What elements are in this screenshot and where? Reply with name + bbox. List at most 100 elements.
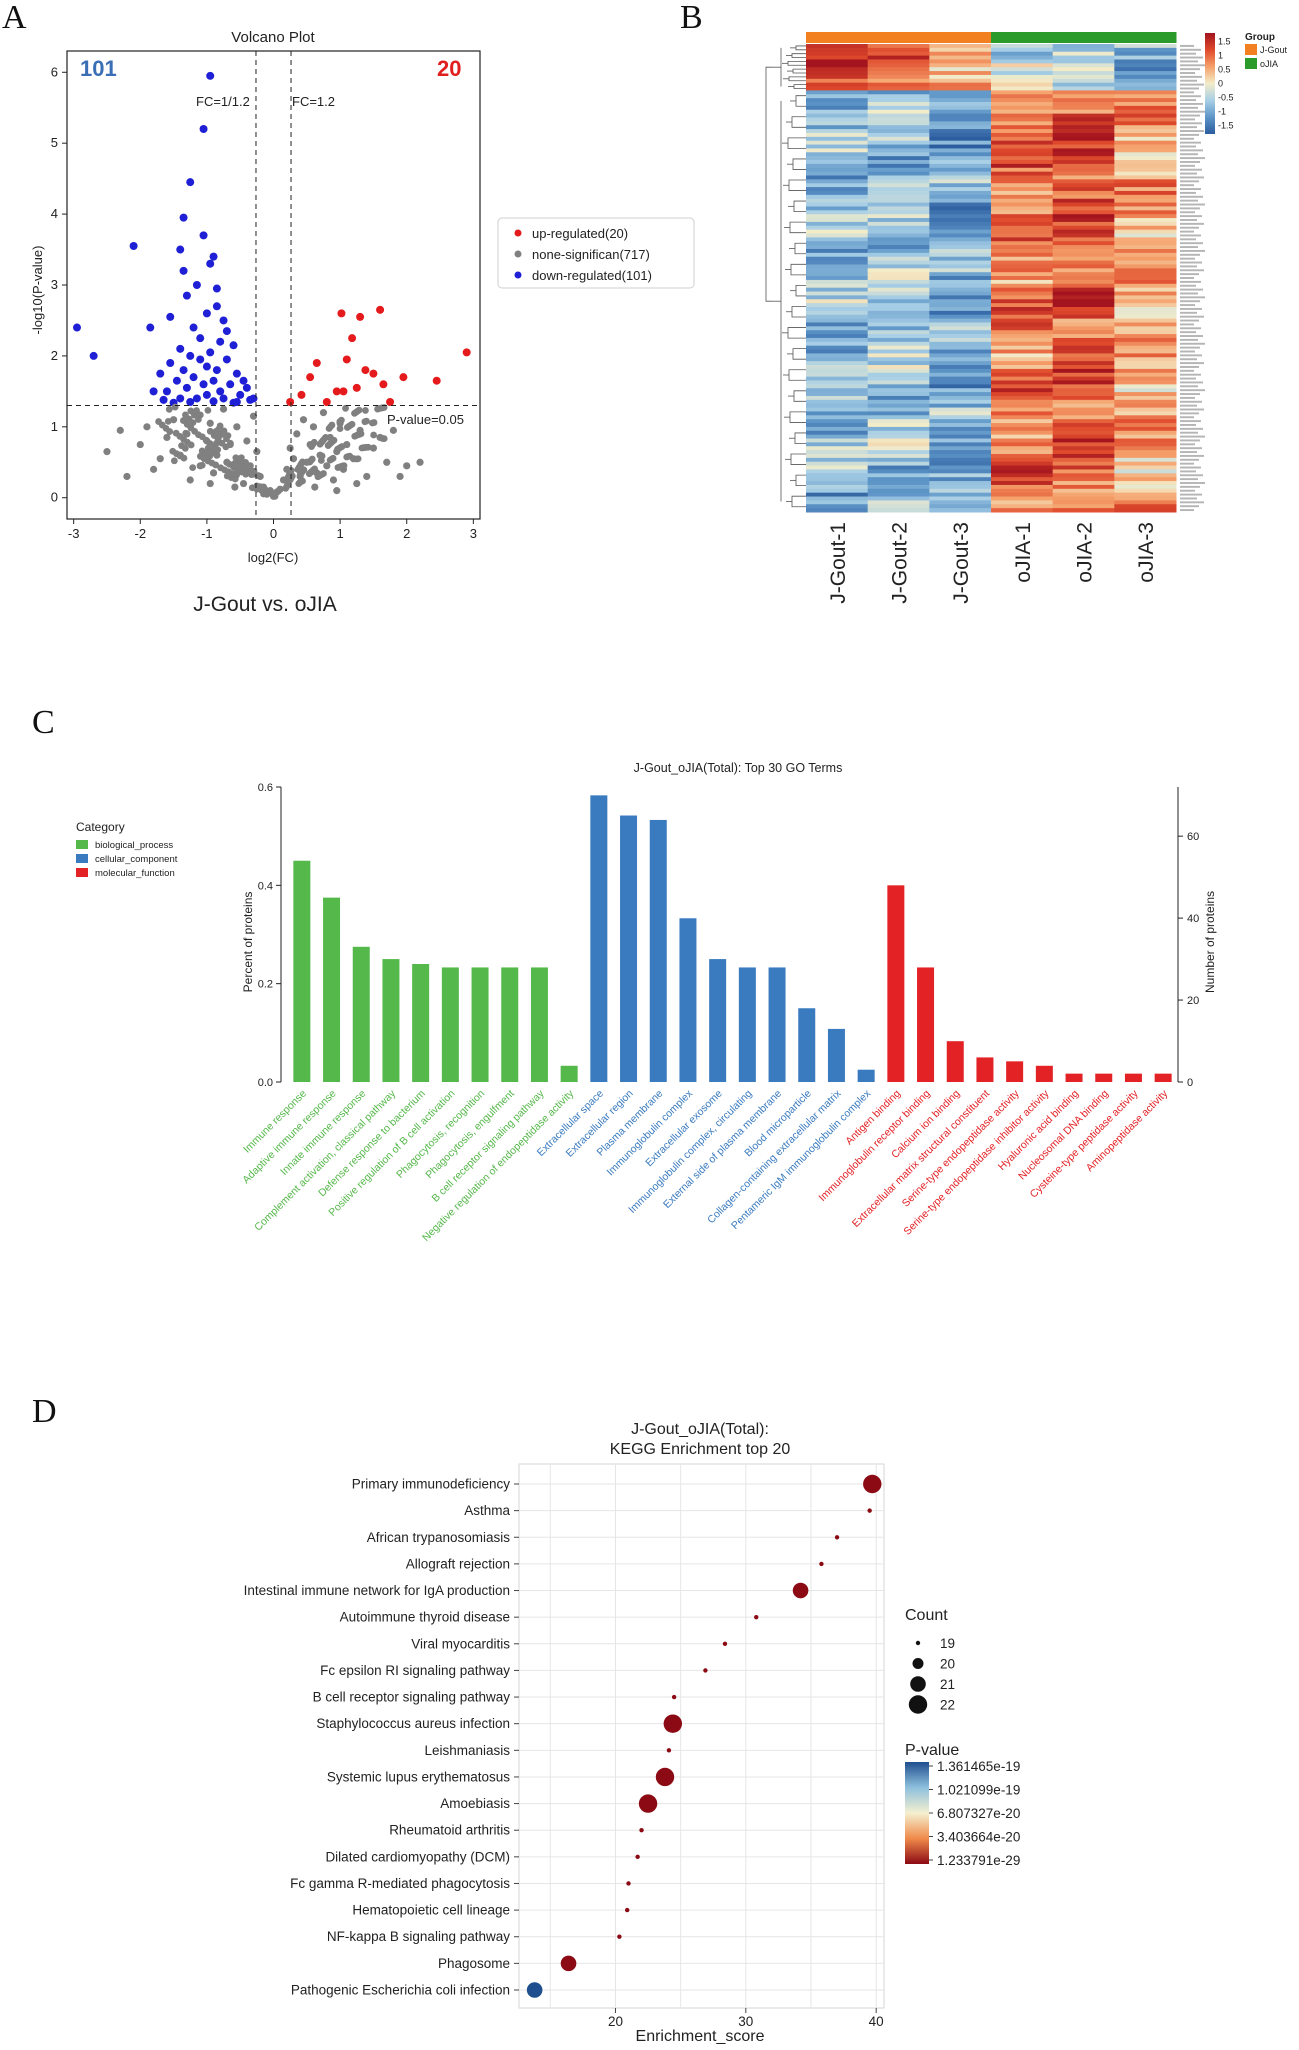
- heatmap-cell: [991, 245, 1054, 250]
- heatmap-cell: [867, 477, 930, 482]
- none-significant-point: [296, 471, 304, 478]
- heatmap-cell: [1114, 295, 1177, 300]
- heatmap-cell: [867, 105, 930, 111]
- heatmap-cell: [806, 450, 869, 455]
- heatmap-cell: [1114, 117, 1177, 122]
- heatmap-cell: [929, 504, 992, 509]
- kegg-term-label: Leishmaniasis: [424, 1743, 510, 1758]
- go-legend-title: Category: [76, 820, 125, 834]
- heatmap-cell: [929, 365, 992, 370]
- none-significant-point: [216, 422, 224, 430]
- heatmap-cell: [991, 287, 1054, 293]
- heatmap-cell: [991, 353, 1054, 358]
- heatmap-cell: [1052, 484, 1115, 490]
- go-legend-bp-swatch: [76, 840, 88, 849]
- heatmap-cell: [1052, 171, 1115, 177]
- heatmap-cell: [1052, 326, 1115, 331]
- heatmap-cell: [991, 426, 1054, 432]
- heatmap-cell: [991, 233, 1054, 238]
- heatmap-cell: [929, 395, 992, 401]
- heatmap-cell: [867, 283, 930, 289]
- heatmap-cell: [929, 156, 992, 161]
- kegg-bubbles: [526, 1474, 882, 1998]
- heatmap-cell: [867, 260, 930, 265]
- heatmap-cell: [1114, 264, 1177, 269]
- heatmap-row-label: [1180, 280, 1201, 283]
- heatmap-cell: [867, 183, 930, 188]
- kegg-count-legend-title: Count: [905, 1607, 948, 1624]
- none-significant-point: [284, 475, 291, 482]
- heatmap-cell: [1052, 403, 1115, 409]
- group-bar-j-gout: [867, 32, 930, 43]
- heatmap-cell: [1052, 488, 1115, 494]
- heatmap-cell: [806, 399, 869, 405]
- none-significant-point: [187, 407, 195, 415]
- heatmap-row-label: [1180, 48, 1201, 51]
- heatmap-cell: [806, 67, 869, 72]
- kegg-gridlines: [519, 1464, 884, 2008]
- kegg-term-label: Primary immunodeficiency: [352, 1477, 511, 1492]
- heatmap-column-label: J-Gout-1: [827, 522, 850, 604]
- go-bar: [1124, 1073, 1142, 1082]
- heatmap-column-label: oJIA-1: [1012, 522, 1035, 583]
- heatmap-cell: [1114, 303, 1177, 308]
- heatmap-cell: [1052, 113, 1115, 118]
- down-regulated-point: [229, 341, 238, 350]
- heatmap-cell: [867, 148, 930, 153]
- legend-jgout-label: J-Gout: [1260, 45, 1288, 55]
- heatmap-cell: [1114, 442, 1177, 447]
- heatmap-cell: [806, 430, 869, 436]
- heatmap-cell: [1114, 473, 1177, 478]
- kegg-term-label: Systemic lupus erythematosus: [327, 1769, 510, 1784]
- none-significant-point: [326, 456, 334, 464]
- kegg-term-label: Viral myocarditis: [411, 1636, 510, 1651]
- go-bar: [530, 967, 548, 1082]
- heatmap-cell: [991, 252, 1054, 258]
- heatmap-cell: [991, 63, 1054, 68]
- heatmap-row-label: [1180, 184, 1194, 187]
- heatmap-cell: [867, 415, 930, 420]
- heatmap-cell: [929, 198, 992, 204]
- heatmap-cell: [929, 175, 992, 180]
- heatmap-row-label: [1180, 273, 1199, 276]
- heatmap-row-label: [1180, 350, 1195, 353]
- up-regulated-point: [306, 373, 315, 382]
- heatmap-cell: [806, 78, 869, 84]
- heatmap-row-label: [1180, 180, 1199, 183]
- heatmap-row-label: [1180, 323, 1194, 326]
- up-regulated-point: [462, 348, 471, 357]
- heatmap-cell: [1052, 67, 1115, 72]
- heatmap-cell: [867, 198, 930, 204]
- heatmap-cell: [1114, 310, 1177, 316]
- heatmap-cell: [1052, 206, 1115, 211]
- heatmap-cell: [991, 260, 1054, 265]
- heatmap-row-label: [1180, 153, 1198, 156]
- heatmap-cell: [867, 419, 930, 424]
- heatmap-cell: [991, 167, 1054, 173]
- volcano-x-tick-label: -1: [201, 526, 213, 541]
- kegg-term-label: Allograft rejection: [406, 1556, 510, 1571]
- heatmap-row-label: [1180, 133, 1199, 136]
- go-title: J-Gout_oJIA(Total): Top 30 GO Terms: [634, 761, 843, 775]
- dendrogram-leaf-branch: [791, 306, 806, 318]
- heatmap-row-label: [1180, 424, 1196, 426]
- heatmap-cell: [1052, 337, 1115, 343]
- heatmap-row-label: [1180, 335, 1203, 337]
- none-significant-point: [317, 457, 325, 464]
- heatmap-cell: [991, 98, 1054, 103]
- heatmap-cell: [1052, 322, 1115, 327]
- down-regulated-point: [212, 302, 221, 311]
- heatmap-cell: [867, 44, 930, 49]
- heatmap-cell: [867, 395, 930, 401]
- down-regulated-point: [222, 327, 231, 336]
- heatmap-cell: [1052, 276, 1115, 281]
- up-regulated-point: [356, 312, 365, 321]
- down-regulated-point: [192, 394, 201, 403]
- heatmap-cell: [867, 113, 930, 118]
- heatmap-cell: [929, 86, 992, 91]
- none-significant-point: [136, 440, 144, 449]
- heatmap-row-label: [1180, 396, 1195, 399]
- heatmap-cell: [806, 136, 869, 142]
- none-significant-point: [306, 458, 314, 466]
- heatmap-cell: [1114, 160, 1177, 165]
